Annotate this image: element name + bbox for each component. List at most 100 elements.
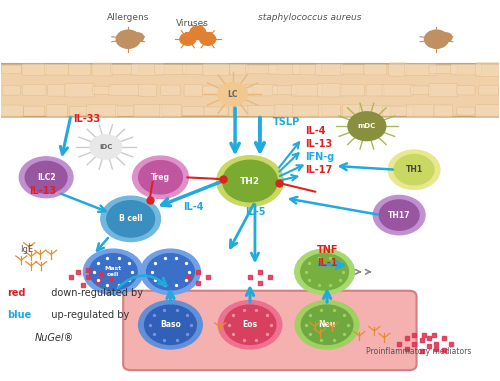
Circle shape [132, 156, 188, 199]
Text: mDC: mDC [358, 123, 376, 129]
Text: Eos: Eos [242, 320, 258, 329]
FancyBboxPatch shape [248, 106, 276, 117]
Text: down-regulated by: down-regulated by [44, 288, 142, 298]
Text: B cell: B cell [119, 215, 142, 223]
FancyBboxPatch shape [24, 106, 44, 116]
Text: Allergens: Allergens [107, 13, 150, 22]
Circle shape [374, 195, 425, 235]
FancyBboxPatch shape [318, 104, 340, 118]
FancyBboxPatch shape [92, 63, 112, 76]
FancyBboxPatch shape [116, 106, 134, 116]
Text: LC: LC [228, 90, 238, 99]
Circle shape [394, 155, 434, 185]
FancyBboxPatch shape [109, 85, 141, 96]
FancyBboxPatch shape [111, 65, 139, 74]
Text: Mast
cell: Mast cell [104, 266, 122, 277]
Circle shape [116, 30, 140, 48]
Circle shape [218, 301, 282, 349]
FancyBboxPatch shape [138, 84, 157, 96]
Circle shape [300, 254, 348, 290]
FancyBboxPatch shape [182, 107, 204, 115]
Text: IL-5: IL-5 [245, 207, 266, 217]
Circle shape [224, 305, 276, 344]
Circle shape [107, 201, 154, 237]
FancyBboxPatch shape [292, 85, 322, 96]
Text: NuGel®: NuGel® [34, 333, 74, 343]
Text: TNF: TNF [317, 245, 338, 255]
FancyBboxPatch shape [44, 64, 69, 75]
Circle shape [222, 160, 278, 202]
FancyBboxPatch shape [340, 65, 364, 74]
FancyBboxPatch shape [230, 64, 248, 75]
FancyBboxPatch shape [360, 106, 390, 117]
Text: TH1: TH1 [406, 165, 422, 174]
FancyBboxPatch shape [450, 64, 482, 75]
Circle shape [348, 112, 386, 141]
FancyBboxPatch shape [246, 85, 278, 96]
Circle shape [301, 305, 353, 344]
Circle shape [90, 135, 122, 159]
FancyBboxPatch shape [364, 64, 386, 75]
FancyBboxPatch shape [70, 107, 89, 115]
FancyBboxPatch shape [457, 86, 475, 95]
FancyBboxPatch shape [268, 64, 300, 74]
FancyBboxPatch shape [184, 84, 203, 96]
FancyBboxPatch shape [68, 64, 91, 75]
FancyBboxPatch shape [366, 85, 384, 96]
FancyBboxPatch shape [22, 85, 46, 96]
FancyBboxPatch shape [48, 85, 66, 96]
FancyBboxPatch shape [404, 64, 436, 75]
FancyBboxPatch shape [382, 106, 414, 116]
FancyBboxPatch shape [123, 291, 416, 370]
Text: iDC: iDC [99, 144, 112, 150]
FancyBboxPatch shape [182, 65, 204, 74]
Circle shape [90, 254, 137, 290]
Circle shape [216, 156, 284, 207]
Text: ILC2: ILC2 [37, 173, 56, 182]
FancyBboxPatch shape [132, 63, 164, 75]
FancyBboxPatch shape [316, 64, 344, 75]
Text: up-regulated by: up-regulated by [44, 310, 129, 320]
Text: Proinflammatory mediators: Proinflammatory mediators [366, 347, 472, 356]
Text: IFN-g: IFN-g [304, 152, 334, 162]
FancyBboxPatch shape [87, 104, 118, 118]
FancyBboxPatch shape [434, 105, 452, 117]
FancyBboxPatch shape [246, 65, 277, 74]
FancyBboxPatch shape [457, 107, 475, 115]
FancyBboxPatch shape [0, 64, 500, 117]
Circle shape [26, 162, 67, 193]
FancyBboxPatch shape [134, 105, 162, 117]
FancyBboxPatch shape [479, 85, 498, 95]
Text: TH17: TH17 [388, 211, 410, 219]
Circle shape [138, 301, 202, 349]
Text: Viruses: Viruses [176, 19, 210, 28]
FancyBboxPatch shape [2, 85, 21, 95]
FancyBboxPatch shape [476, 105, 500, 117]
FancyBboxPatch shape [229, 106, 248, 116]
FancyBboxPatch shape [382, 85, 414, 96]
Circle shape [388, 150, 440, 189]
FancyBboxPatch shape [2, 65, 21, 74]
Circle shape [20, 157, 73, 198]
FancyBboxPatch shape [0, 105, 24, 117]
FancyBboxPatch shape [202, 86, 229, 94]
FancyBboxPatch shape [429, 65, 458, 74]
FancyBboxPatch shape [318, 83, 342, 97]
FancyBboxPatch shape [64, 83, 94, 97]
Text: TH2: TH2 [240, 176, 260, 186]
Circle shape [295, 249, 354, 295]
Text: IL-13: IL-13 [28, 186, 56, 196]
Circle shape [144, 305, 197, 344]
Text: Baso: Baso [160, 320, 181, 329]
Circle shape [295, 301, 359, 349]
Text: IL-33: IL-33 [74, 114, 101, 125]
Text: Treg: Treg [151, 173, 170, 182]
FancyBboxPatch shape [160, 105, 182, 117]
Circle shape [84, 249, 143, 295]
Text: IL-17: IL-17 [304, 165, 332, 176]
FancyBboxPatch shape [202, 64, 229, 75]
Text: IL-13: IL-13 [304, 139, 332, 149]
FancyBboxPatch shape [272, 86, 296, 95]
FancyBboxPatch shape [204, 107, 229, 115]
Circle shape [218, 83, 248, 106]
